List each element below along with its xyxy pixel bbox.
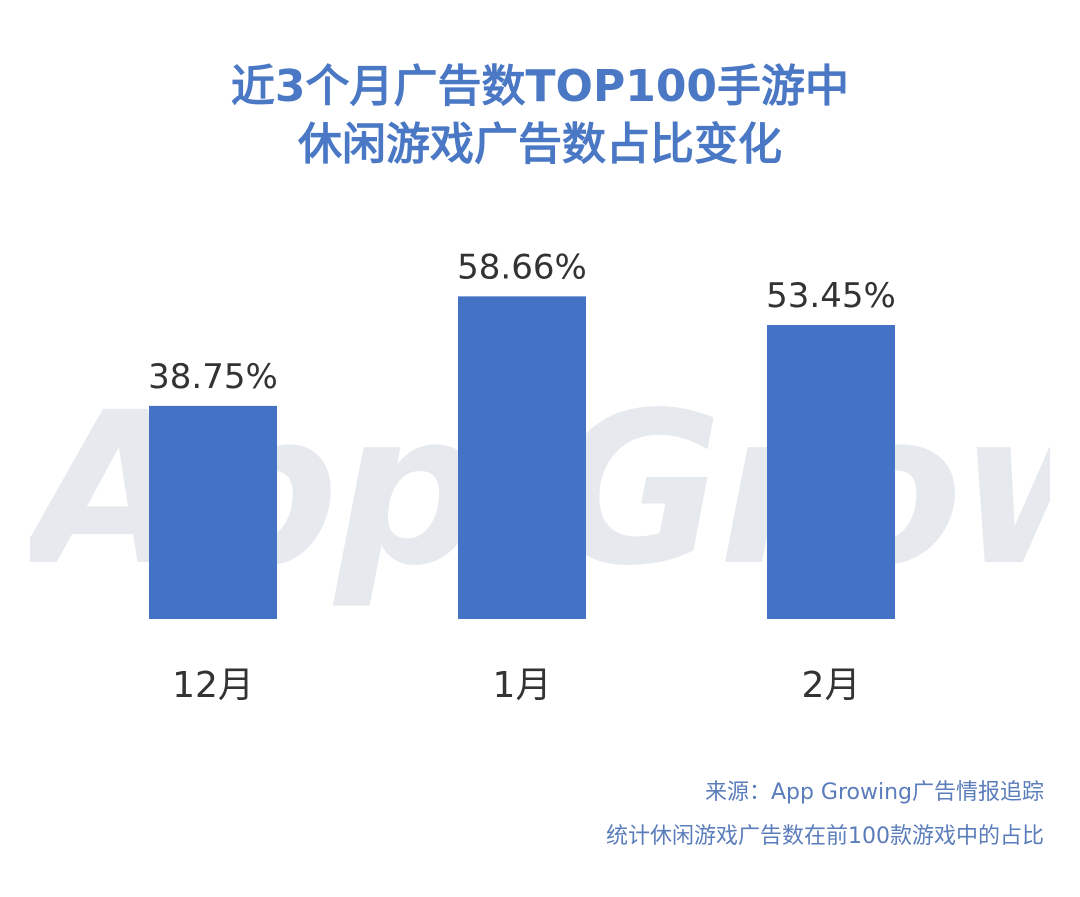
category-label-3: 2月 (802, 665, 861, 706)
chart-title: 近3个月广告数TOP100手游中 休闲游戏广告数占比变化 (0, 58, 1080, 174)
stat-note: 统计休闲游戏广告数在前100款游戏中的占比 (606, 824, 1044, 849)
chart-title-line2: 休闲游戏广告数占比变化 (298, 119, 782, 170)
bar-chart: 38.75% 12月 58.66% 1月 53.45% 2月 (148, 247, 896, 706)
category-label-1: 12月 (172, 665, 254, 706)
data-label-1: 38.75% (148, 357, 278, 397)
bar-1 (149, 405, 277, 619)
bar-3 (767, 325, 895, 619)
data-label-2: 58.66% (457, 247, 587, 287)
chart-title-line1: 近3个月广告数TOP100手游中 (230, 61, 850, 112)
bar-2 (458, 296, 586, 619)
category-label-2: 1月 (493, 665, 552, 706)
data-label-3: 53.45% (766, 276, 896, 316)
source-note: 来源：App Growing广告情报追踪 (704, 780, 1044, 805)
